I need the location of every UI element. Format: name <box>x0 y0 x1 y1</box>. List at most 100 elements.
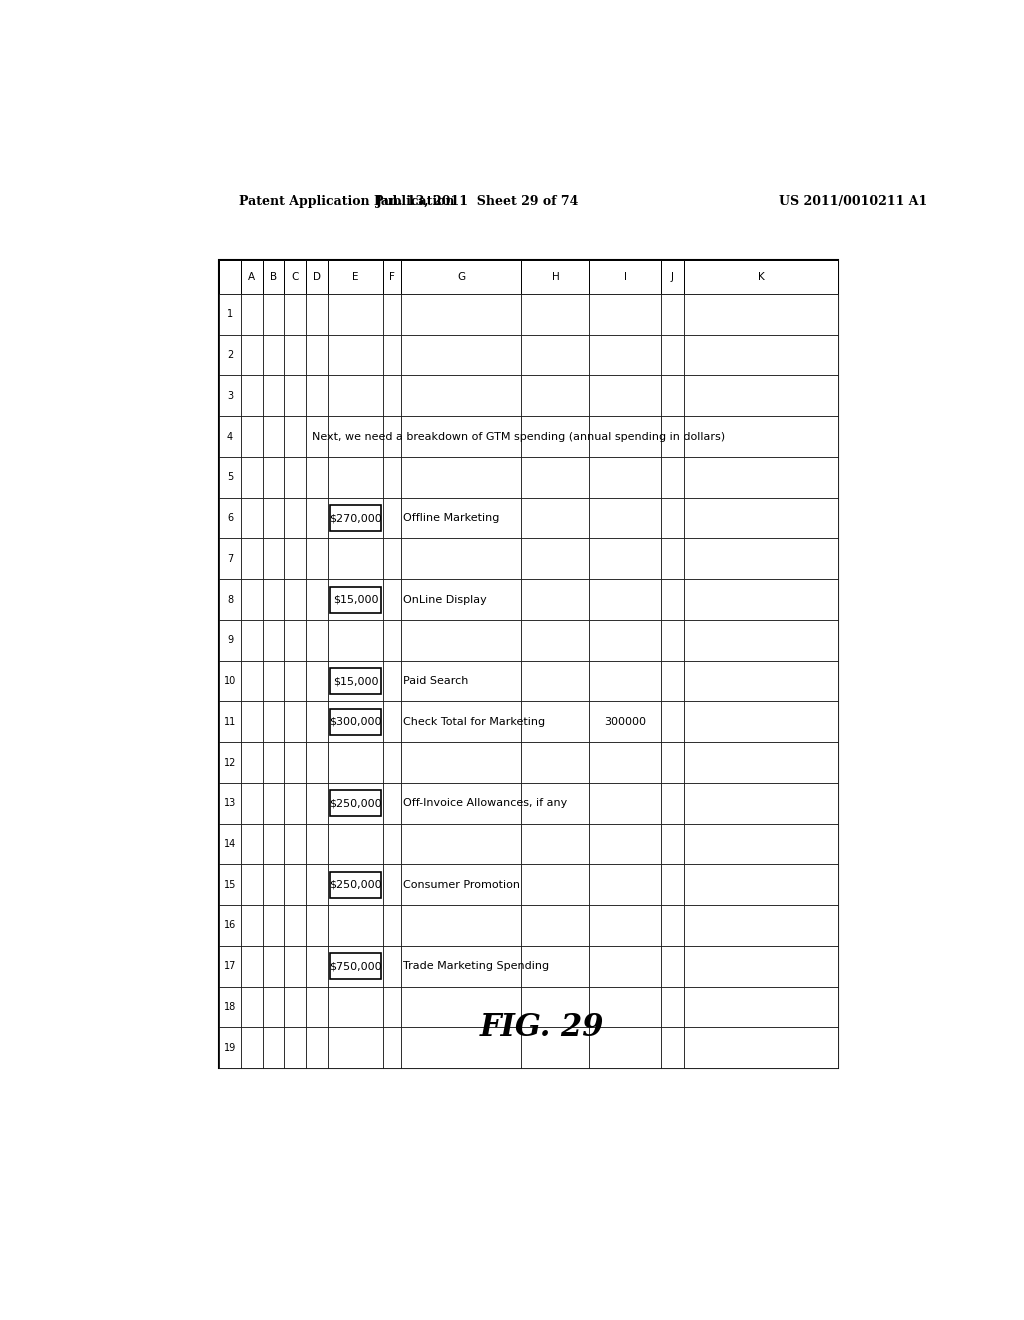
Bar <box>328 742 383 783</box>
Bar <box>306 416 328 457</box>
Bar <box>262 660 285 701</box>
Bar <box>285 539 306 579</box>
Bar <box>590 375 660 416</box>
Bar <box>660 783 684 824</box>
Bar <box>328 498 383 539</box>
Bar <box>219 539 241 579</box>
Bar <box>328 824 383 865</box>
Bar <box>262 498 285 539</box>
Bar <box>262 742 285 783</box>
Bar <box>306 498 328 539</box>
Bar <box>684 701 839 742</box>
Bar <box>383 539 400 579</box>
Bar <box>400 335 521 375</box>
Bar <box>219 986 241 1027</box>
Bar <box>590 498 660 539</box>
Bar <box>285 335 306 375</box>
Bar <box>660 335 684 375</box>
Bar <box>684 986 839 1027</box>
Text: $15,000: $15,000 <box>333 676 378 686</box>
Bar <box>660 660 684 701</box>
Text: 5: 5 <box>227 473 233 482</box>
Text: 3: 3 <box>227 391 233 401</box>
Bar <box>219 660 241 701</box>
Bar <box>684 660 839 701</box>
Bar <box>285 865 306 906</box>
Bar <box>306 742 328 783</box>
Bar <box>383 1027 400 1068</box>
Bar <box>331 953 381 979</box>
Text: 15: 15 <box>224 879 237 890</box>
Bar <box>400 375 521 416</box>
Bar <box>660 457 684 498</box>
Bar <box>285 946 306 986</box>
Bar <box>262 946 285 986</box>
Text: C: C <box>292 272 299 282</box>
Bar <box>660 416 684 457</box>
Bar <box>400 260 521 294</box>
Bar <box>590 742 660 783</box>
Bar <box>285 701 306 742</box>
Bar <box>684 416 839 457</box>
Bar <box>400 660 521 701</box>
Bar <box>219 783 241 824</box>
Bar <box>684 260 839 294</box>
Bar <box>684 579 839 620</box>
Bar <box>219 498 241 539</box>
Bar <box>219 824 241 865</box>
Bar <box>521 742 590 783</box>
Bar <box>306 335 328 375</box>
Bar <box>241 539 262 579</box>
Bar <box>219 294 241 335</box>
Bar <box>521 1027 590 1068</box>
Bar <box>521 260 590 294</box>
Bar <box>400 1027 521 1068</box>
Text: Check Total for Marketing: Check Total for Marketing <box>403 717 545 727</box>
Bar <box>328 946 383 986</box>
Bar <box>590 335 660 375</box>
Bar <box>331 871 381 898</box>
Bar <box>262 457 285 498</box>
Bar <box>684 539 839 579</box>
Bar <box>306 906 328 946</box>
Bar <box>328 1027 383 1068</box>
Bar <box>262 416 285 457</box>
Bar <box>521 865 590 906</box>
Text: $270,000: $270,000 <box>329 513 382 523</box>
Bar <box>521 416 590 457</box>
Bar <box>241 824 262 865</box>
Bar <box>383 824 400 865</box>
Bar <box>590 620 660 660</box>
Bar <box>262 865 285 906</box>
Bar <box>590 294 660 335</box>
Bar <box>400 865 521 906</box>
Bar <box>383 865 400 906</box>
Bar <box>219 416 241 457</box>
Text: I: I <box>624 272 627 282</box>
Bar <box>684 946 839 986</box>
Bar <box>383 260 400 294</box>
Text: Jan. 13, 2011  Sheet 29 of 74: Jan. 13, 2011 Sheet 29 of 74 <box>376 194 579 207</box>
Bar <box>262 701 285 742</box>
Bar <box>684 620 839 660</box>
Bar <box>400 579 521 620</box>
Bar <box>590 260 660 294</box>
Bar <box>328 865 383 906</box>
Bar <box>328 335 383 375</box>
Bar <box>590 660 660 701</box>
Text: H: H <box>552 272 559 282</box>
Bar <box>590 1027 660 1068</box>
Bar <box>219 865 241 906</box>
Bar <box>262 375 285 416</box>
Bar <box>219 260 839 1068</box>
Bar <box>684 457 839 498</box>
Bar <box>383 742 400 783</box>
Bar <box>660 701 684 742</box>
Bar <box>328 906 383 946</box>
Bar <box>383 335 400 375</box>
Bar <box>331 586 381 612</box>
Bar <box>590 865 660 906</box>
Bar <box>383 986 400 1027</box>
Bar <box>328 701 383 742</box>
Text: OnLine Display: OnLine Display <box>403 594 486 605</box>
